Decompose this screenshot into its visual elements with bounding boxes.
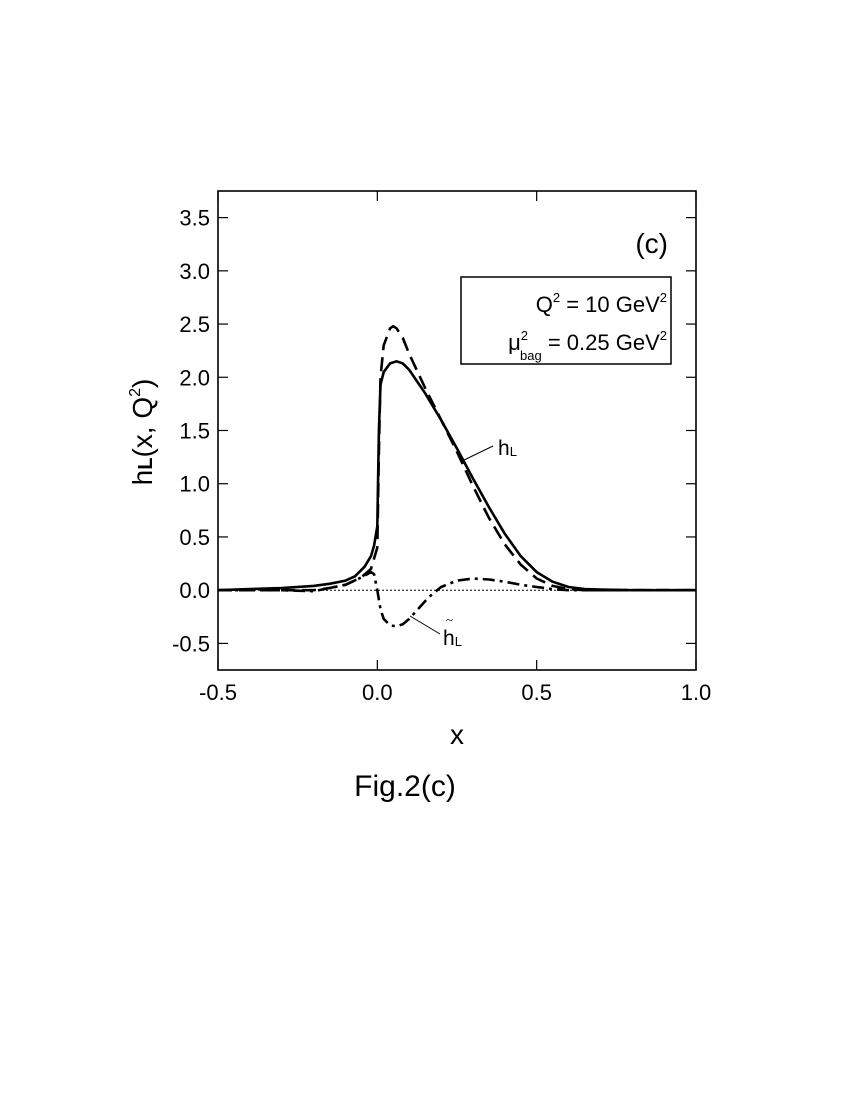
annotation-hL-leader xyxy=(461,445,494,462)
info-box-frame xyxy=(460,276,672,365)
curves-layer xyxy=(217,324,696,628)
y-tick-label: 0.5 xyxy=(179,525,210,550)
annotation-hL-label: hL xyxy=(498,437,517,460)
y-axis-title: hL(x, Q2) xyxy=(127,379,158,486)
plot-frame xyxy=(217,190,697,671)
annotation-hL: hL xyxy=(461,437,517,462)
series-line-dashed xyxy=(218,324,696,592)
annotation-hL-tilde-leader xyxy=(409,615,441,635)
q2-line: Q2 = 10 GeV2 xyxy=(536,290,667,317)
info-box: Q2 = 10 GeV2 μ2 bag = 0.25 GeV2 xyxy=(460,276,672,365)
x-tick-label: -0.5 xyxy=(199,680,237,705)
ticks-layer: -0.5 0.0 0.5 1.0 1.5 2.0 2.5 3.0 3.5 -0.5 0.0 0.5 1.… xyxy=(172,191,711,705)
y-tick-label: -0.5 xyxy=(172,631,210,656)
annotation-hL-tilde-label: hL xyxy=(443,627,462,650)
x-tick-label: 1.0 xyxy=(681,680,712,705)
annotation-hL-tilde-mark: ~ xyxy=(446,612,453,627)
y-tick-label: 2.0 xyxy=(179,365,210,390)
mu2-bag-line: μ2 bag = 0.25 GeV2 xyxy=(508,328,667,363)
series-line-solid xyxy=(217,360,696,592)
panel-label: (c) xyxy=(635,228,668,259)
x-tick-label: 0.5 xyxy=(521,680,552,705)
x-axis-title: x xyxy=(450,719,464,750)
y-tick-label: 2.5 xyxy=(179,312,210,337)
y-tick-label: 1.0 xyxy=(179,472,210,497)
y-tick-label: 1.5 xyxy=(179,419,210,444)
x-tick-label: 0.0 xyxy=(362,680,393,705)
figure-caption: Fig.2(c) xyxy=(354,770,456,803)
series-line-dashdot xyxy=(218,570,696,628)
y-tick-label: 3.5 xyxy=(179,206,210,231)
y-tick-label: 0.0 xyxy=(179,578,210,603)
y-tick-label: 3.0 xyxy=(179,259,210,284)
annotation-hL-tilde: ~ hL xyxy=(409,612,462,650)
